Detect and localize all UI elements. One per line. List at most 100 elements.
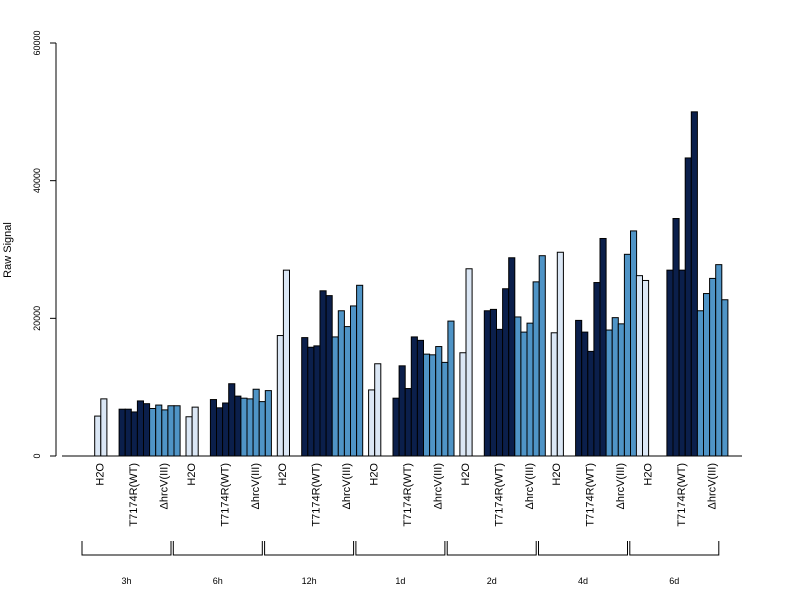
bar-4d-T7174RWT-4 <box>593 282 601 457</box>
bar-6h-H2O-2 <box>185 416 193 457</box>
bar-6d-H2O-1 <box>635 275 644 457</box>
bar-2d-hrcVIII-3 <box>526 322 534 457</box>
bar-12h-T7174RWT-3 <box>313 345 321 457</box>
bar-6h-T7174RWT-3 <box>222 402 230 457</box>
treatment-label: ΔhrcV(III) <box>524 463 536 509</box>
bar-2d-T7174RWT-2 <box>489 308 497 457</box>
group-label: 4d <box>578 576 588 586</box>
bar-12h-hrcVIII-3 <box>343 326 351 457</box>
treatment-label: ΔhrcV(III) <box>433 463 445 509</box>
bar-3h-hrcVIII-5 <box>173 405 181 457</box>
bar-12h-hrcVIII-2 <box>337 310 345 457</box>
treatment-labels: H2O T7174R(WT) ΔhrcV(III) H2O T7174R(WT) Δhrc… <box>95 463 719 527</box>
bar-1d-hrcVIII-5 <box>447 320 455 457</box>
group-bracket <box>81 541 172 556</box>
bar-1d-H2O-3 <box>374 363 382 457</box>
bar-3h-H2O-2 <box>94 415 102 457</box>
treatment-label: ΔhrcV(III) <box>341 463 353 509</box>
treatment-label: T7174R(WT) <box>493 463 505 527</box>
bar-12h-T7174RWT-5 <box>325 295 333 457</box>
bar-6d-hrcVIII-4 <box>715 264 723 457</box>
group-bracket <box>446 541 537 556</box>
bar-2d-T7174RWT-4 <box>502 288 510 457</box>
group-bracket <box>264 541 355 556</box>
treatment-label: T7174R(WT) <box>128 463 140 527</box>
treatment-label: ΔhrcV(III) <box>159 463 171 509</box>
bar-12h-H2O-2 <box>276 335 284 457</box>
bar-6h-hrcVIII-1 <box>240 397 248 457</box>
bar-6d-T7174RWT-4 <box>684 157 692 457</box>
bar-2d-hrcVIII-2 <box>520 331 528 457</box>
bar-4d-H2O-2 <box>550 332 558 457</box>
bar-12h-hrcVIII-4 <box>350 305 358 457</box>
bar-4d-T7174RWT-5 <box>599 237 607 457</box>
bar-1d-T7174RWT-4 <box>410 336 418 457</box>
treatment-label: H2O <box>369 463 381 486</box>
bar-1d-hrcVIII-2 <box>429 354 437 457</box>
group-label: 6h <box>213 576 223 586</box>
bar-6d-H2O-2 <box>642 279 650 457</box>
bar-3h-T7174RWT-4 <box>136 400 144 457</box>
bar-3h-hrcVIII-1 <box>149 408 157 457</box>
group-label: 12h <box>302 576 317 586</box>
treatment-label: T7174R(WT) <box>402 463 414 527</box>
bar-4d-hrcVIII-1 <box>605 329 613 457</box>
bar-6h-hrcVIII-3 <box>252 388 260 457</box>
bar-6h-T7174RWT-5 <box>234 395 242 457</box>
bar-12h-hrcVIII-1 <box>331 336 339 457</box>
bar-2d-H2O-3 <box>465 268 473 457</box>
treatment-label: H2O <box>460 463 472 486</box>
bar-3h-T7174RWT-2 <box>124 408 132 457</box>
group-bracket <box>355 541 446 556</box>
treatment-label: T7174R(WT) <box>219 463 231 527</box>
bar-6h-hrcVIII-5 <box>264 390 272 457</box>
bar-6h-hrcVIII-2 <box>246 398 254 457</box>
bar-1d-T7174RWT-1 <box>392 397 400 457</box>
bar-6h-hrcVIII-4 <box>258 401 266 457</box>
bar-6d-hrcVIII-2 <box>703 293 711 457</box>
treatment-label: ΔhrcV(III) <box>706 463 718 509</box>
bar-2d-hrcVIII-1 <box>514 316 522 457</box>
bar-2d-T7174RWT-5 <box>508 257 516 457</box>
bar-4d-T7174RWT-1 <box>575 319 583 457</box>
bar-4d-H2O-3 <box>556 251 564 457</box>
bar-4d-hrcVIII-3 <box>617 323 625 457</box>
treatment-label: T7174R(WT) <box>585 463 597 527</box>
bar-12h-H2O-3 <box>282 269 290 457</box>
treatment-label: H2O <box>186 463 198 486</box>
bar-1d-H2O-2 <box>368 389 376 457</box>
bar-4d-hrcVIII-2 <box>611 317 619 457</box>
y-tick-label: 20000 <box>32 306 42 331</box>
bar-6h-H2O-3 <box>191 406 199 457</box>
bar-4d-T7174RWT-3 <box>587 350 595 457</box>
y-tick-label: 0 <box>32 453 42 458</box>
bar-6d-hrcVIII-3 <box>709 277 717 457</box>
bar-2d-hrcVIII-5 <box>538 255 546 457</box>
group-label: 3h <box>121 576 131 586</box>
y-tick-label: 60000 <box>32 30 42 55</box>
group-bracket <box>538 541 628 556</box>
treatment-label: H2O <box>95 463 107 486</box>
bar-2d-hrcVIII-4 <box>532 281 540 457</box>
bar-1d-hrcVIII-4 <box>441 361 449 457</box>
y-tick-label: 40000 <box>32 168 42 193</box>
bar-6d-T7174RWT-1 <box>666 269 674 457</box>
bar-4d-hrcVIII-5 <box>630 230 638 457</box>
bar-6d-T7174RWT-2 <box>672 218 680 457</box>
group-bracket <box>629 541 720 556</box>
treatment-label: ΔhrcV(III) <box>615 463 627 509</box>
treatment-label: ΔhrcV(III) <box>250 463 262 509</box>
y-axis-label: Raw Signal <box>2 222 14 278</box>
bar-1d-T7174RWT-2 <box>398 365 406 457</box>
bar-1d-hrcVIII-3 <box>435 346 443 457</box>
bars-layer <box>94 111 729 457</box>
bar-2d-H2O-2 <box>459 352 467 457</box>
bar-6h-T7174RWT-4 <box>228 383 236 457</box>
bar-4d-T7174RWT-2 <box>581 331 589 457</box>
bar-3h-T7174RWT-3 <box>130 411 138 457</box>
bar-12h-T7174RWT-2 <box>307 346 315 457</box>
bar-6d-hrcVIII-1 <box>696 310 705 457</box>
bar-6h-T7174RWT-1 <box>209 399 217 457</box>
treatment-label: H2O <box>277 463 289 486</box>
